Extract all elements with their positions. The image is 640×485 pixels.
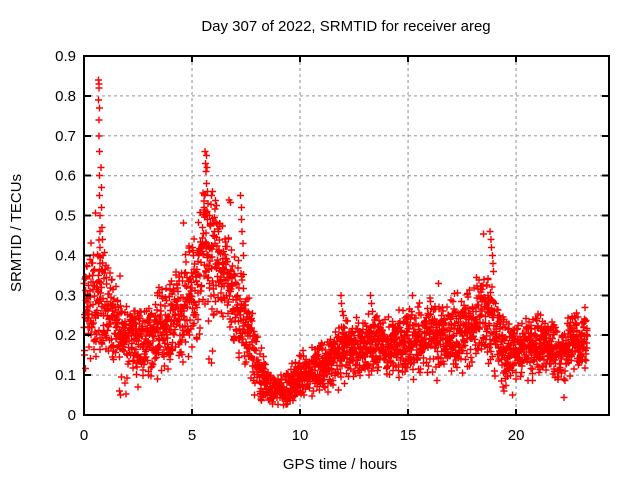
y-tick-label: 0.3 [55,287,76,304]
y-tick-label: 0.8 [55,88,76,105]
y-tick-label: 0.4 [55,247,76,264]
x-tick-label: 5 [188,427,196,444]
y-tick-label: 0.9 [55,48,76,65]
y-axis-label: SRMTID / TECUs [8,174,25,292]
y-tick-label: 0.5 [55,208,76,225]
axis-ticks [83,55,609,416]
y-tick-label: 0 [68,407,76,424]
y-tick-label: 0.7 [55,128,76,145]
x-tick-labels: 0 5 10 15 20 [80,427,525,444]
x-tick-label: 15 [400,427,417,444]
x-tick-label: 0 [80,427,88,444]
x-axis-label: GPS time / hours [283,456,397,473]
y-tick-labels: 0 0.1 0.2 0.3 0.4 0.5 0.6 0.7 0.8 0.9 [55,48,76,424]
x-tick-label: 10 [292,427,309,444]
y-tick-label: 0.6 [55,168,76,185]
y-tick-label: 0.1 [55,367,76,384]
x-tick-label: 20 [508,427,525,444]
y-tick-label: 0.2 [55,327,76,344]
plot-frame [83,55,610,416]
chart-title: Day 307 of 2022, SRMTID for receiver are… [201,18,490,35]
